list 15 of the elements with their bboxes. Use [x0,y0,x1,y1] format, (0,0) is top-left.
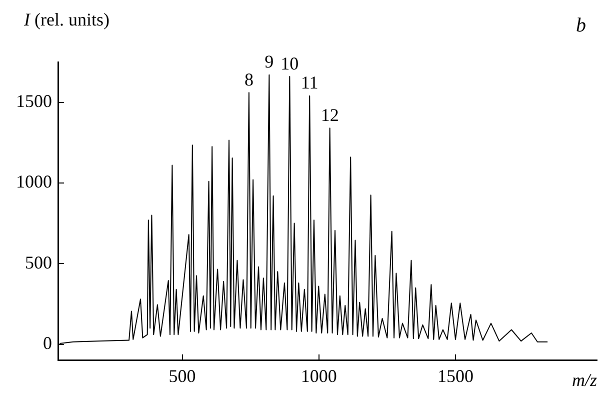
y-tick-label: 0 [43,333,52,354]
text: b [576,14,586,36]
x-tick-label: 1000 [300,366,337,386]
annotation: 9 [264,52,274,72]
y-axis-title: I (rel. units) [23,10,110,30]
y-tick-label: 500 [25,252,52,272]
y-tick-label: 1500 [16,91,52,112]
x-tick-label: 500 [168,366,196,386]
annotation: 12 [320,104,339,125]
annotation: 10 [280,53,299,74]
y-tick-label: 1000 [16,172,52,192]
x-axis-title: m/z [572,370,597,390]
x-tick-label: 1500 [437,366,474,386]
annotation: 8 [244,69,254,90]
annotation: 11 [300,72,318,93]
